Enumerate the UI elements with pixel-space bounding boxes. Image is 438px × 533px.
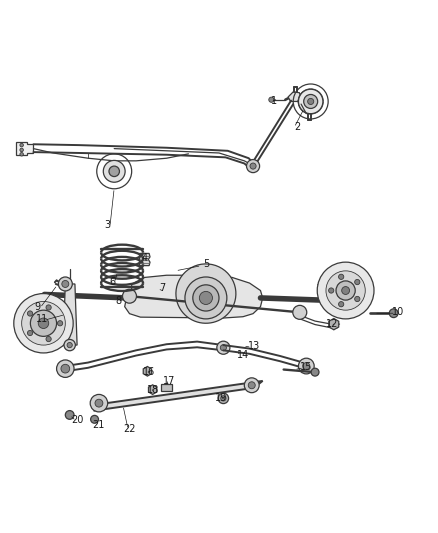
Polygon shape xyxy=(176,264,236,323)
Circle shape xyxy=(20,152,23,156)
Text: 8: 8 xyxy=(116,296,122,306)
Circle shape xyxy=(193,285,219,311)
Circle shape xyxy=(57,321,63,326)
Circle shape xyxy=(298,89,323,114)
Polygon shape xyxy=(16,142,33,155)
Text: 7: 7 xyxy=(159,284,166,293)
Circle shape xyxy=(62,280,69,287)
Circle shape xyxy=(218,393,229,403)
Circle shape xyxy=(57,360,74,377)
Circle shape xyxy=(20,148,23,152)
Circle shape xyxy=(28,330,33,336)
Text: 15: 15 xyxy=(300,362,312,372)
Text: 20: 20 xyxy=(71,415,83,425)
Circle shape xyxy=(244,378,259,393)
Circle shape xyxy=(28,311,33,316)
Text: 2: 2 xyxy=(294,122,301,132)
Text: 5: 5 xyxy=(203,260,209,269)
Text: 14: 14 xyxy=(237,350,249,360)
Circle shape xyxy=(91,415,99,423)
Circle shape xyxy=(185,277,227,319)
Circle shape xyxy=(247,159,260,173)
Circle shape xyxy=(46,305,51,310)
Circle shape xyxy=(221,395,226,401)
Circle shape xyxy=(90,394,108,412)
Text: 11: 11 xyxy=(36,314,48,324)
Polygon shape xyxy=(95,381,263,410)
Polygon shape xyxy=(161,384,172,391)
Circle shape xyxy=(304,94,318,108)
Circle shape xyxy=(248,382,255,389)
Circle shape xyxy=(30,310,57,336)
Text: 3: 3 xyxy=(105,220,111,230)
Circle shape xyxy=(293,305,307,319)
Circle shape xyxy=(250,163,256,169)
Text: 4: 4 xyxy=(142,253,148,263)
Circle shape xyxy=(311,368,319,376)
Text: 22: 22 xyxy=(123,424,136,434)
Circle shape xyxy=(339,274,344,279)
Polygon shape xyxy=(125,275,263,318)
Circle shape xyxy=(307,99,314,104)
Circle shape xyxy=(58,277,72,291)
Text: 16: 16 xyxy=(143,367,155,377)
Text: 18: 18 xyxy=(147,385,159,394)
Circle shape xyxy=(326,271,365,310)
Circle shape xyxy=(269,97,274,102)
Circle shape xyxy=(61,364,70,373)
Circle shape xyxy=(220,345,226,351)
Circle shape xyxy=(217,341,230,354)
Circle shape xyxy=(20,143,23,147)
Polygon shape xyxy=(143,367,152,376)
Polygon shape xyxy=(148,385,157,394)
Circle shape xyxy=(342,287,350,294)
Circle shape xyxy=(64,340,75,351)
Circle shape xyxy=(123,289,137,303)
Circle shape xyxy=(303,362,310,369)
Circle shape xyxy=(109,166,120,176)
Circle shape xyxy=(355,296,360,302)
Text: 1: 1 xyxy=(271,96,277,107)
Polygon shape xyxy=(329,318,339,330)
Text: 19: 19 xyxy=(215,393,227,403)
Polygon shape xyxy=(63,284,77,345)
Circle shape xyxy=(317,262,374,319)
Circle shape xyxy=(103,160,125,182)
Circle shape xyxy=(65,410,74,419)
Text: 6: 6 xyxy=(109,277,115,287)
Circle shape xyxy=(14,294,73,353)
Circle shape xyxy=(38,318,49,328)
Circle shape xyxy=(46,336,51,342)
Circle shape xyxy=(328,288,334,293)
Circle shape xyxy=(199,292,212,304)
Text: 21: 21 xyxy=(93,419,105,430)
Text: 17: 17 xyxy=(162,376,175,386)
Text: 12: 12 xyxy=(326,319,339,329)
Polygon shape xyxy=(140,253,150,265)
Circle shape xyxy=(67,343,72,348)
Text: 13: 13 xyxy=(248,341,260,351)
Circle shape xyxy=(298,358,314,374)
Circle shape xyxy=(21,302,65,345)
Text: 9: 9 xyxy=(35,302,41,312)
Text: 10: 10 xyxy=(392,308,404,317)
Polygon shape xyxy=(288,92,301,101)
Circle shape xyxy=(95,399,103,407)
Circle shape xyxy=(339,302,344,307)
Circle shape xyxy=(336,281,355,300)
Circle shape xyxy=(355,279,360,285)
Circle shape xyxy=(389,309,398,318)
